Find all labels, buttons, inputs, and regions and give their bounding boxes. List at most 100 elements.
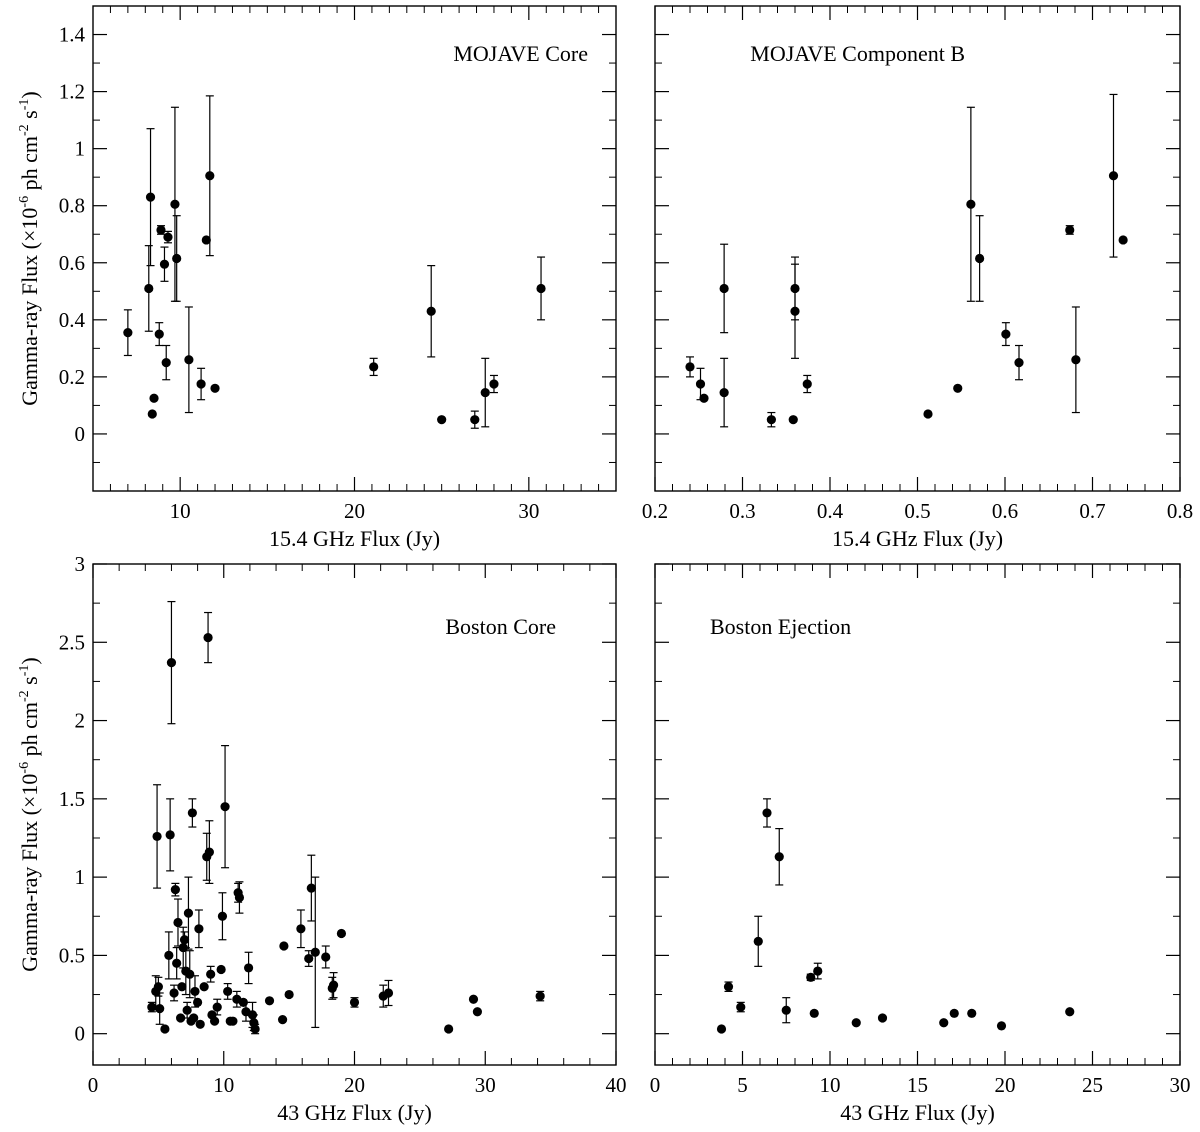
x-tick-label: 0.3 — [729, 499, 755, 523]
data-point — [877, 1013, 888, 1023]
data-point — [170, 199, 180, 209]
data-point — [279, 941, 289, 951]
data-point — [176, 1013, 186, 1023]
data-point — [788, 415, 798, 425]
y-tick-label: 3 — [75, 552, 86, 576]
data-point — [172, 958, 182, 968]
data-point — [790, 306, 800, 316]
data-point — [179, 935, 190, 945]
data-point — [939, 1018, 949, 1028]
data-point — [163, 232, 173, 242]
data-point — [306, 883, 316, 893]
data-point — [304, 953, 314, 964]
y-axis-title-part: s — [17, 676, 42, 690]
data-point — [310, 947, 320, 957]
x-tick-label: 20 — [344, 1073, 365, 1097]
y-axis-title-part: ) — [17, 657, 42, 664]
data-point — [182, 1005, 192, 1015]
data-point — [206, 969, 216, 979]
y-axis-title-sup: -1 — [17, 665, 32, 677]
data-point — [809, 1008, 819, 1018]
data-point — [193, 997, 203, 1007]
y-tick-label: 0.5 — [59, 943, 85, 967]
y-tick-label: 0.6 — [59, 251, 85, 275]
data-point — [156, 225, 166, 235]
y-tick-label: 0.2 — [59, 365, 85, 389]
y-axis-title-part: ph cm — [17, 702, 42, 762]
data-point — [185, 969, 195, 979]
data-point — [1065, 225, 1075, 235]
data-point — [426, 306, 436, 316]
data-point — [967, 1008, 977, 1018]
y-axis-title-sup: -6 — [17, 762, 32, 774]
data-point — [719, 283, 729, 294]
panel-title: MOJAVE Component B — [750, 41, 965, 66]
x-tick-label: 0.6 — [992, 499, 1018, 523]
data-point — [699, 393, 709, 403]
y-tick-label: 0 — [75, 1022, 86, 1046]
data-point — [328, 980, 339, 990]
data-point — [153, 982, 163, 992]
data-point — [536, 283, 546, 294]
data-point — [154, 329, 164, 339]
data-point — [184, 355, 194, 365]
data-point — [196, 379, 206, 389]
data-point — [169, 988, 179, 998]
data-point — [123, 328, 133, 338]
data-point — [152, 831, 162, 842]
data-point — [234, 892, 245, 903]
data-point — [173, 917, 183, 928]
y-axis-title-part: s — [17, 110, 42, 124]
data-point — [189, 1013, 199, 1023]
data-point — [190, 986, 200, 997]
data-point — [164, 950, 174, 961]
data-point — [851, 1018, 861, 1028]
y-axis-title-sup: -2 — [17, 124, 32, 136]
data-point — [695, 379, 706, 389]
y-tick-label: 1.2 — [59, 80, 85, 104]
data-point — [204, 847, 214, 857]
data-point — [210, 383, 220, 393]
data-point — [480, 387, 490, 398]
data-point — [160, 1024, 170, 1034]
data-point — [166, 658, 177, 668]
data-point — [321, 952, 331, 962]
y-tick-label: 2 — [75, 709, 86, 733]
data-point — [468, 994, 479, 1004]
data-point — [250, 1024, 260, 1034]
chart-panel-3: 0 10 20 30 40 0 0.5 1 1.5 2 2.5 3 43 GHz Flux (Jy) Bo… — [17, 552, 627, 1125]
data-point — [1071, 355, 1081, 365]
y-tick-label: 0.4 — [59, 308, 86, 332]
data-point — [336, 928, 347, 939]
x-tick-label: 0.7 — [1079, 499, 1105, 523]
data-point — [719, 387, 729, 398]
data-point — [195, 1019, 205, 1029]
plot-frame — [92, 5, 617, 492]
data-point — [203, 632, 213, 643]
x-tick-label: 0.8 — [1167, 499, 1193, 523]
x-tick-label: 15 — [907, 1073, 928, 1097]
data-point — [147, 409, 157, 419]
x-tick-label: 5 — [737, 1073, 748, 1097]
data-point — [723, 982, 734, 992]
data-point — [383, 988, 394, 998]
data-point — [217, 911, 228, 921]
data-point — [1118, 235, 1128, 245]
y-axis-title-part: ph cm — [17, 136, 42, 196]
y-tick-label: 0.8 — [59, 194, 85, 218]
x-tick-label: 0.4 — [817, 499, 844, 523]
data-point — [1001, 329, 1011, 339]
data-point — [284, 989, 294, 1000]
x-tick-label: 20 — [995, 1073, 1016, 1097]
y-tick-label: 1.4 — [59, 23, 86, 47]
y-axis-title: Gamma-ray Flux (×10-6 ph cm-2 s-1) — [17, 91, 42, 405]
panel-title: Boston Core — [445, 614, 556, 639]
y-tick-label: 2.5 — [59, 630, 85, 654]
data-point — [923, 409, 933, 419]
x-axis-title: 15.4 GHz Flux (Jy) — [269, 526, 440, 551]
data-point — [1014, 358, 1024, 368]
data-point — [802, 379, 812, 389]
data-point — [369, 362, 379, 372]
panel-title: MOJAVE Core — [453, 41, 588, 66]
